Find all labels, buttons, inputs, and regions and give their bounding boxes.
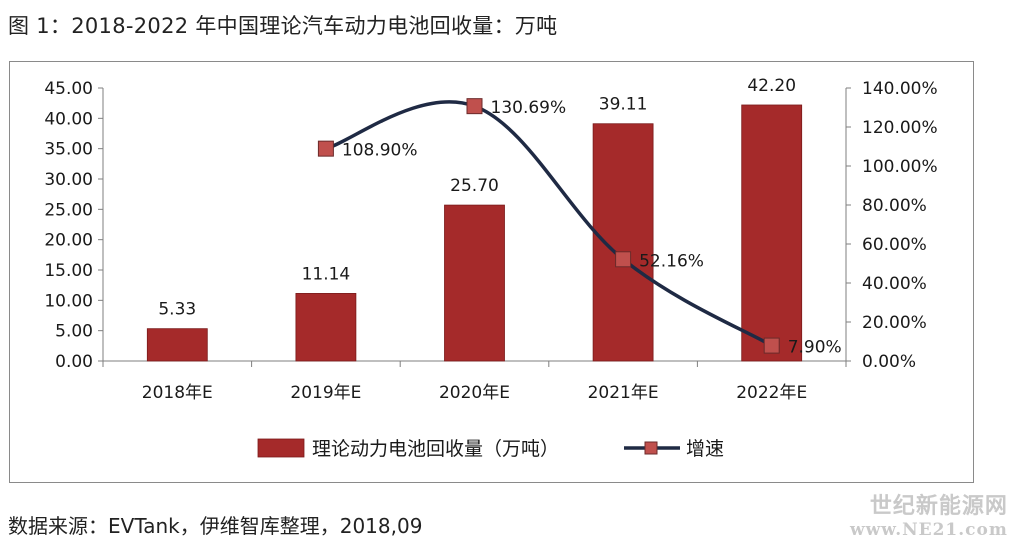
bar [592,123,654,362]
page-title: 图 1：2018-2022 年中国理论汽车动力电池回收量：万吨 [8,14,558,38]
x-tick-label: 2020年E [439,383,510,403]
left-tick-label: 30.00 [44,170,93,190]
growth-marker [615,251,632,268]
right-tick-label: 40.00% [862,274,927,294]
right-tick-label: 0.00% [862,352,916,372]
growth-label: 7.90% [788,338,842,358]
left-axis: 0.00 5.00 10.00 15.00 20.00 25.00 30.00 35.00 40… [44,79,104,372]
bar [146,328,208,362]
x-tick-label: 2019年E [290,383,361,403]
right-tick-label: 80.00% [862,196,927,216]
watermark-line1: 世纪新能源网 [869,493,1008,519]
bar [295,293,357,362]
growth-label: 108.90% [342,141,418,161]
x-axis: 2018年E 2019年E 2020年E 2021年E 2022年E [102,360,847,403]
left-tick-label: 25.00 [44,200,93,220]
growth-marker [466,98,483,115]
right-tick-label: 60.00% [862,235,927,255]
growth-label: 52.16% [639,251,704,271]
bar-label: 5.33 [158,300,196,320]
bar [741,104,803,362]
legend-line-marker [644,441,658,455]
x-tick-label: 2022年E [736,383,807,403]
left-tick-label: 15.00 [44,261,93,281]
source-note: 数据来源：EVTank，伊维智库整理，2018,09 [8,514,423,538]
bar-label: 11.14 [302,264,351,284]
watermark-line2: www.NE21.com [850,520,1008,540]
x-tick-label: 2018年E [142,383,213,403]
right-axis: 0.00% 20.00% 40.00% 60.00% 80.00% 100.00% 120.… [845,79,938,372]
left-tick-label: 40.00 [44,109,93,129]
left-tick-label: 10.00 [44,291,93,311]
bar-label: 42.20 [747,76,796,96]
right-tick-label: 120.00% [862,118,938,138]
combo-chart: 0.00 5.00 10.00 15.00 20.00 25.00 30.00 35.00 40… [44,76,938,460]
left-tick-label: 45.00 [44,79,93,99]
right-tick-label: 20.00% [862,313,927,333]
bar-label: 39.11 [599,95,648,115]
chart-frame [9,61,974,483]
line-series: 108.90% 130.69% 52.16% 7.90% [317,98,842,358]
bar-data-labels: 5.33 11.14 25.70 39.11 42.20 [158,76,796,320]
bar-series [146,104,803,362]
growth-marker [763,337,780,354]
right-tick-label: 100.00% [862,157,938,177]
growth-label: 130.69% [491,98,567,118]
watermark-logo: 世纪新能源网 www.NE21.com [850,488,1008,540]
growth-line [324,100,774,348]
growth-marker [317,140,334,157]
legend-line-label: 增速 [686,438,724,460]
x-tick-label: 2021年E [588,383,659,403]
bar [444,204,505,362]
legend-bar-swatch [257,438,305,458]
left-tick-label: 0.00 [55,352,93,372]
bar-label: 25.70 [450,176,499,196]
left-tick-label: 5.00 [55,322,93,342]
left-tick-label: 35.00 [44,140,93,160]
legend-bar-label: 理论动力电池回收量（万吨） [312,438,559,460]
right-tick-label: 140.00% [862,79,938,99]
legend: 理论动力电池回收量（万吨） 增速 [257,438,724,460]
left-tick-label: 20.00 [44,231,93,251]
